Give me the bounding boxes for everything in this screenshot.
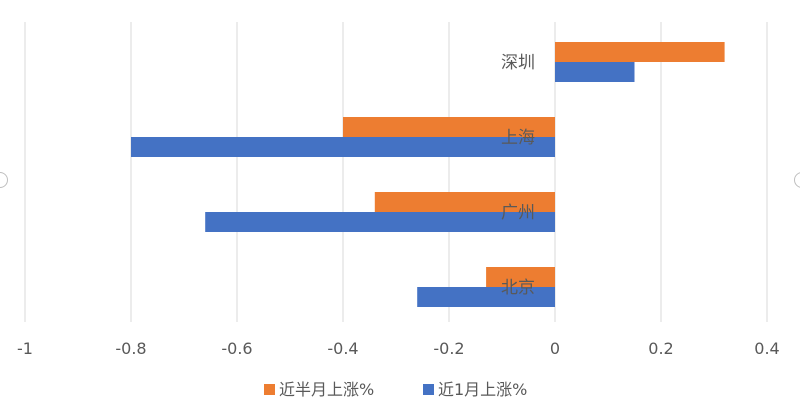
bar-one-month-3	[417, 287, 555, 307]
bar-one-month-2	[205, 212, 555, 232]
x-axis-tick-labels: -1 -0.8 -0.6 -0.4 -0.2 0 0.2 0.4	[17, 339, 780, 358]
x-tick-label: 0.2	[648, 339, 673, 358]
legend-entry: 近1月上涨%	[438, 380, 527, 399]
legend-swatch	[423, 384, 434, 395]
x-tick-label: -1	[17, 339, 33, 358]
legend-swatch	[264, 384, 275, 395]
category-label: 上海	[501, 128, 535, 148]
bar-half-month-0	[555, 42, 725, 62]
bar-half-month-3	[486, 267, 555, 287]
bar-half-month-1	[343, 117, 555, 137]
x-tick-label: -0.8	[115, 339, 146, 358]
x-tick-label: -0.6	[221, 339, 252, 358]
bar-one-month-1	[131, 137, 555, 157]
x-tick-label: -0.4	[327, 339, 358, 358]
bars	[131, 42, 725, 307]
category-label: 深圳	[501, 53, 535, 73]
bar-one-month-0	[555, 62, 635, 82]
x-tick-label: 0	[550, 339, 560, 358]
legend: 近半月上涨% 近1月上涨%	[264, 380, 527, 399]
bar-half-month-2	[374, 192, 555, 212]
x-tick-label: 0.4	[754, 339, 779, 358]
x-tick-label: -0.2	[433, 339, 464, 358]
legend-entry: 近半月上涨%	[279, 380, 374, 399]
category-label: 广州	[501, 203, 535, 223]
gridlines	[24, 22, 768, 322]
category-label: 北京	[501, 278, 535, 298]
